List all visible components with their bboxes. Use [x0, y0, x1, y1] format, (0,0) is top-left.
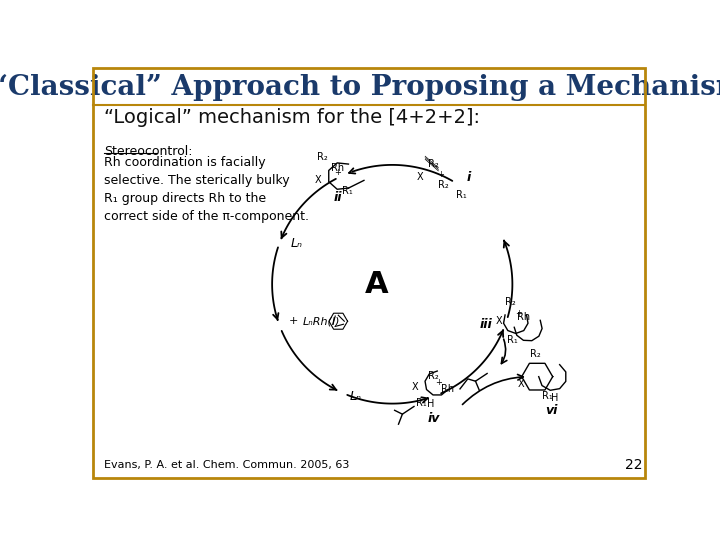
- Text: R₂: R₂: [317, 152, 328, 162]
- Text: Lₙ: Lₙ: [349, 390, 361, 403]
- Text: X: X: [416, 172, 423, 182]
- Text: LₙRh(I): LₙRh(I): [302, 316, 340, 326]
- Text: vi: vi: [545, 403, 557, 416]
- Text: X: X: [518, 379, 524, 389]
- Text: X: X: [315, 175, 322, 185]
- Text: +: +: [515, 309, 521, 318]
- Text: “Classical” Approach to Proposing a Mechanism: “Classical” Approach to Proposing a Mech…: [0, 75, 720, 102]
- Text: R₂: R₂: [530, 348, 541, 359]
- Text: X: X: [496, 316, 503, 326]
- Text: R₂: R₂: [505, 297, 516, 307]
- Text: R₁: R₁: [508, 335, 518, 346]
- Text: +: +: [334, 168, 341, 177]
- Text: 22: 22: [625, 458, 643, 472]
- Text: R₁: R₁: [416, 397, 427, 408]
- Text: H: H: [552, 393, 559, 403]
- Text: R₁: R₁: [542, 391, 553, 401]
- Text: H: H: [428, 399, 435, 409]
- Text: Lₙ: Lₙ: [290, 237, 302, 250]
- Text: R₂: R₂: [428, 159, 438, 169]
- Text: +: +: [436, 378, 442, 387]
- Text: R₂: R₂: [438, 180, 449, 190]
- Text: iv: iv: [427, 412, 440, 425]
- Text: Rh coordination is facially
selective. The sterically bulky
R₁ group directs Rh : Rh coordination is facially selective. T…: [104, 156, 309, 222]
- Text: Evans, P. A. et al. Chem. Commun. 2005, 63: Evans, P. A. et al. Chem. Commun. 2005, …: [104, 460, 349, 470]
- Text: “Logical” mechanism for the [4+2+2]:: “Logical” mechanism for the [4+2+2]:: [104, 107, 480, 127]
- Text: Rh: Rh: [441, 384, 454, 394]
- Text: +: +: [289, 316, 298, 326]
- Text: Rh: Rh: [331, 164, 344, 173]
- Text: R₁: R₁: [342, 186, 353, 197]
- Text: iii: iii: [480, 319, 492, 332]
- Text: Stereocontrol:: Stereocontrol:: [104, 145, 192, 158]
- Text: X: X: [411, 382, 418, 392]
- Text: Rh: Rh: [517, 312, 530, 322]
- Text: R₁: R₁: [456, 190, 467, 200]
- Text: R₂: R₂: [428, 370, 438, 381]
- Text: i: i: [467, 171, 470, 184]
- Text: A: A: [365, 270, 389, 299]
- Text: +: +: [437, 170, 444, 179]
- Text: ii: ii: [333, 192, 342, 205]
